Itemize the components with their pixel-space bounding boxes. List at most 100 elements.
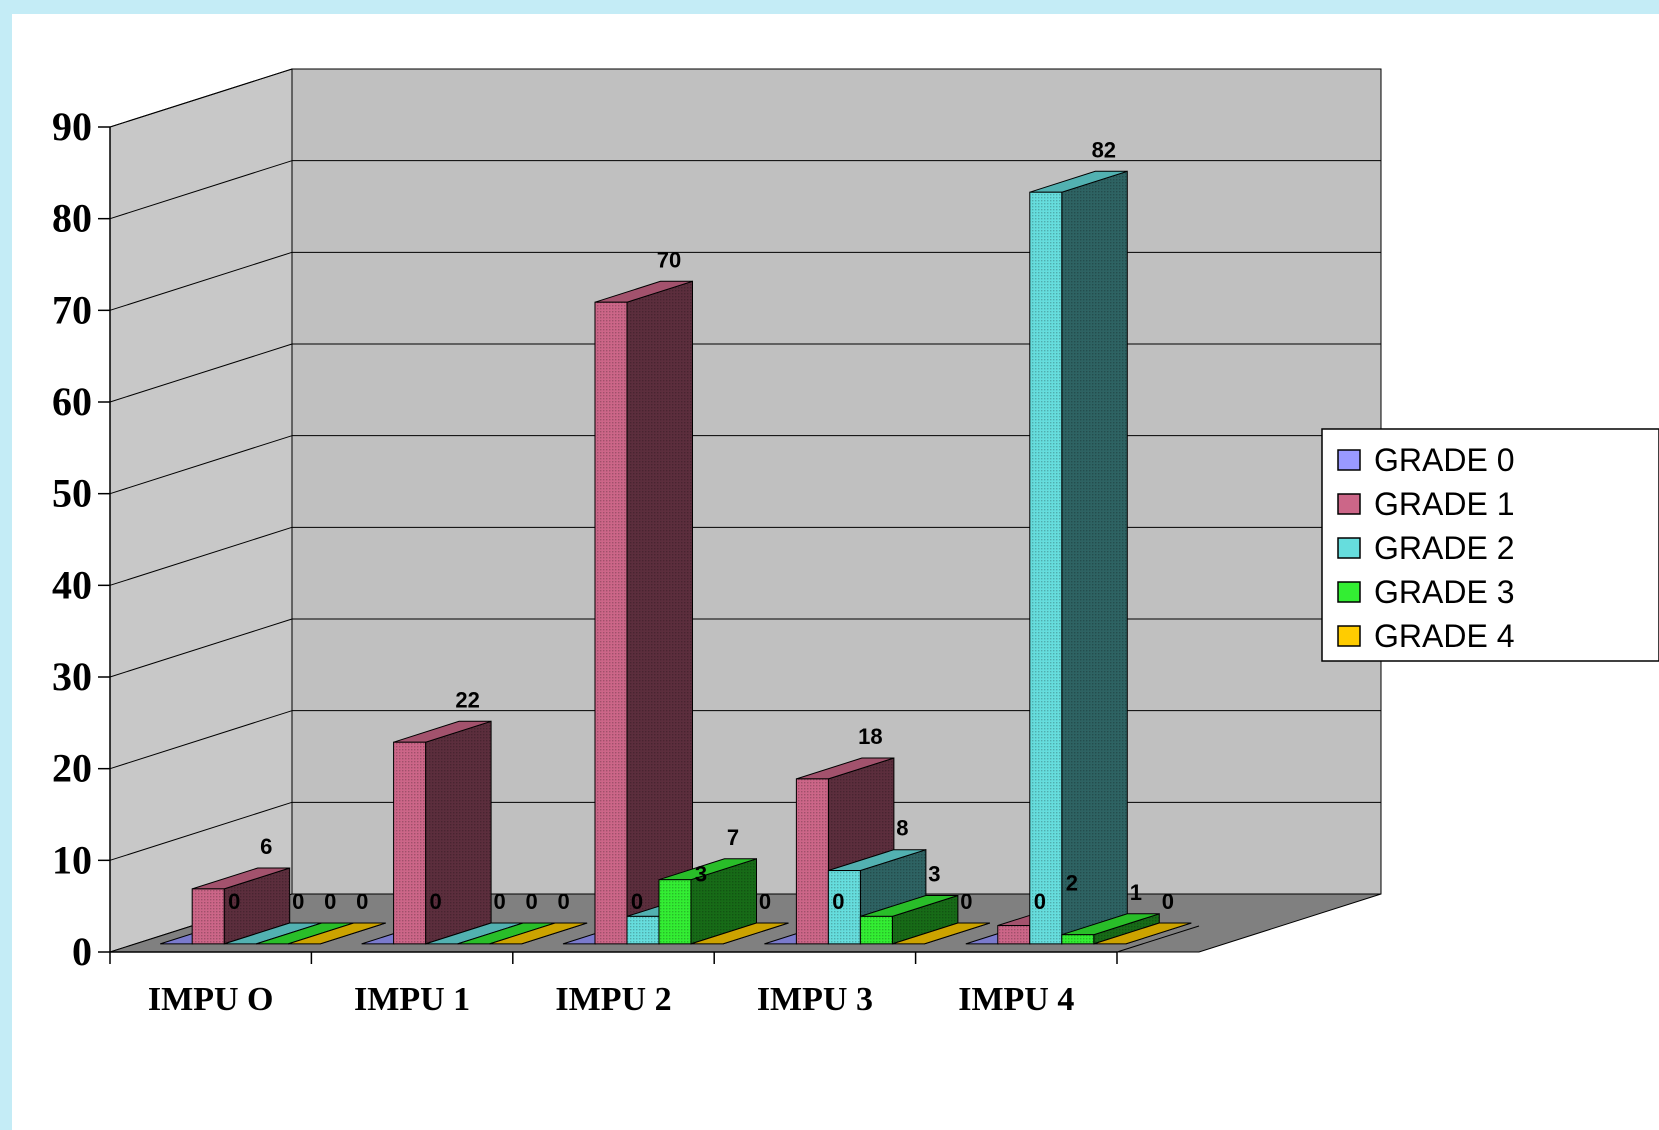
data-label: 0 (832, 889, 844, 914)
data-label: 82 (1092, 137, 1116, 162)
legend-entry: GRADE 2 (1374, 530, 1514, 566)
data-label: 70 (657, 247, 681, 272)
floor-edge (1116, 925, 1200, 953)
data-label: 7 (727, 825, 739, 850)
data-label: 0 (292, 889, 304, 914)
bar-front-texture (393, 742, 426, 944)
gridline-side (109, 618, 293, 678)
y-tick-label: 90 (52, 104, 92, 149)
bar-side-texture (1093, 913, 1160, 944)
x-tick-label: IMPU O (148, 981, 274, 1018)
data-label: 0 (356, 889, 368, 914)
bar-side-texture (627, 281, 693, 944)
data-label: 22 (455, 687, 479, 712)
bar (690, 922, 789, 945)
data-label: 0 (960, 889, 972, 914)
bar-side-texture (224, 868, 290, 944)
bar (892, 922, 991, 945)
legend-swatch (1337, 581, 1361, 603)
gridline-side (109, 68, 293, 128)
y-tick-label: 10 (52, 837, 92, 882)
legend-entry: GRADE 3 (1374, 574, 1514, 610)
bar-side-texture (425, 721, 492, 944)
legend: GRADE 0 GRADE 1 GRADE 2 GRADE 3 GRADE 4 (1321, 428, 1659, 662)
y-tick-label: 80 (52, 196, 92, 241)
data-label: 0 (631, 889, 643, 914)
bar (1093, 922, 1192, 945)
bar-top (892, 922, 991, 945)
bar-front-texture (658, 879, 691, 944)
x-tick-label: IMPU 1 (354, 981, 470, 1018)
gridline-side (109, 343, 293, 403)
gridlines (109, 68, 1381, 861)
gridline-side (109, 160, 293, 220)
bar-front-texture (1029, 192, 1062, 944)
bar-top (288, 922, 386, 945)
y-axis: 0 10 20 30 40 50 60 70 80 90 (52, 104, 111, 974)
bar (1029, 170, 1128, 945)
bar (489, 922, 588, 945)
y-tick-label: 50 (52, 471, 92, 516)
data-label: 18 (858, 724, 882, 749)
legend-swatch (1337, 449, 1361, 471)
bar-top (690, 922, 789, 945)
data-label: 0 (1162, 889, 1174, 914)
gridline-side (109, 710, 293, 770)
gridline-side (109, 435, 293, 495)
bar-top (489, 922, 588, 945)
data-label: 0 (228, 889, 240, 914)
data-label: 3 (695, 862, 707, 887)
bar (1061, 913, 1160, 945)
data-label: 0 (324, 889, 336, 914)
data-label: 0 (525, 889, 537, 914)
bar (288, 922, 386, 945)
data-label: 0 (493, 889, 505, 914)
bar-front-texture (1061, 934, 1094, 944)
data-label: 6 (260, 834, 272, 859)
chart-walls (109, 68, 1382, 953)
data-label: 0 (1034, 889, 1046, 914)
data-label: 2 (1066, 871, 1078, 896)
legend-swatch (1337, 537, 1361, 559)
bar-front-texture (828, 870, 861, 944)
x-tick-label: IMPU 3 (757, 981, 873, 1018)
data-label: 0 (429, 889, 441, 914)
bar (393, 720, 492, 945)
gridline-side (109, 526, 293, 586)
legend-swatch (1337, 493, 1361, 515)
gridline-side (109, 251, 293, 311)
x-axis: IMPU O IMPU 1 IMPU 2 IMPU 3 IMPU 4 (109, 925, 1200, 1018)
legend-box (1321, 428, 1659, 662)
bar-side-texture (1061, 171, 1128, 944)
bar-front-texture (860, 916, 893, 944)
bar-top (1093, 922, 1192, 945)
gridline-side (109, 801, 293, 861)
data-label: 1 (1130, 880, 1142, 905)
bars (160, 170, 1192, 945)
bar-front-texture (626, 916, 659, 944)
bar (658, 858, 757, 945)
y-tick-label: 0 (72, 929, 92, 974)
legend-entry: GRADE 1 (1374, 486, 1514, 522)
legend-entry: GRADE 0 (1374, 442, 1514, 478)
x-tick-label: IMPU 2 (555, 981, 671, 1018)
bar (594, 280, 693, 945)
chart-frame: 0 10 20 30 40 50 60 70 80 90 IMPU O IMPU 1 IMPU 2 IM… (12, 14, 1659, 1130)
data-label: 0 (557, 889, 569, 914)
data-label: 8 (896, 816, 908, 841)
data-label: 0 (759, 889, 771, 914)
side-wall (109, 68, 293, 953)
data-label: 3 (928, 862, 940, 887)
bar (191, 867, 291, 945)
legend-swatch (1337, 625, 1361, 647)
bar-side-texture (892, 895, 958, 944)
legend-entry: GRADE 4 (1374, 618, 1514, 654)
bar-front-texture (192, 888, 225, 944)
bar-front-texture (594, 302, 627, 944)
bar-front-texture (997, 925, 1030, 944)
y-tick-label: 40 (52, 562, 92, 607)
y-tick-label: 20 (52, 746, 92, 791)
y-tick-label: 70 (52, 287, 92, 332)
